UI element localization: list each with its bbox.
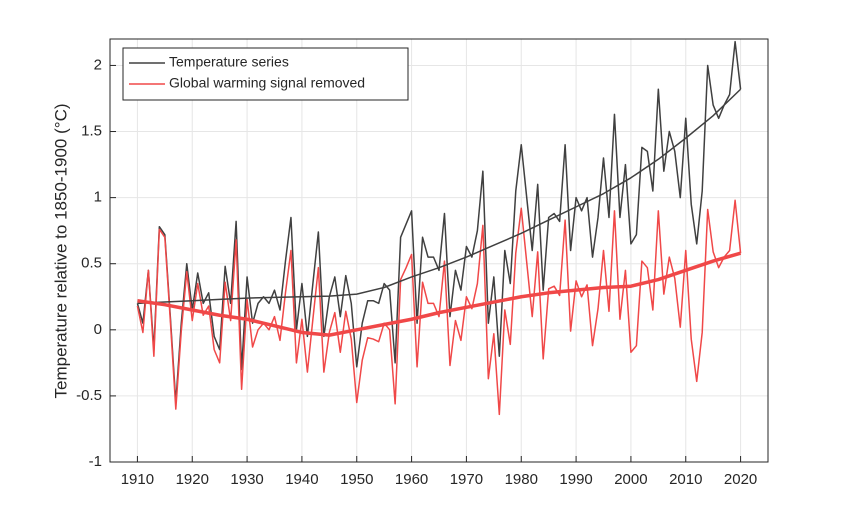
plot-frame — [109, 38, 769, 463]
x-tick-label: 2000 — [614, 471, 647, 488]
x-tick-label: 1910 — [121, 471, 154, 488]
x-tick-label: 1920 — [176, 471, 209, 488]
data-line — [137, 251, 742, 337]
legend-label: Global warming signal removed — [169, 75, 365, 91]
x-tick-label: 1960 — [395, 471, 428, 488]
y-tick-label: -1 — [89, 453, 102, 470]
x-tick-label: 1940 — [285, 471, 318, 488]
x-tick-label: 1990 — [559, 471, 592, 488]
x-tick-label: 2010 — [669, 471, 702, 488]
x-tick-label: 1950 — [340, 471, 373, 488]
y-tick-label: -0.5 — [76, 387, 102, 404]
y-tick-label: 0.5 — [81, 255, 102, 272]
data-line — [136, 199, 742, 416]
legend-label: Temperature series — [169, 54, 289, 70]
y-axis-label: Temperature relative to 1850-1900 (°C) — [51, 103, 70, 398]
x-tick-label: 1970 — [450, 471, 483, 488]
legend-box — [122, 47, 409, 101]
y-tick-label: 2 — [94, 56, 102, 73]
x-tick-label: 1930 — [230, 471, 263, 488]
y-tick-label: 0 — [94, 321, 102, 338]
data-line — [137, 88, 742, 305]
y-tick-label: 1 — [94, 189, 102, 206]
x-tick-label: 2020 — [724, 471, 757, 488]
y-tick-label: 1.5 — [81, 123, 102, 140]
x-tick-label: 1980 — [505, 471, 538, 488]
